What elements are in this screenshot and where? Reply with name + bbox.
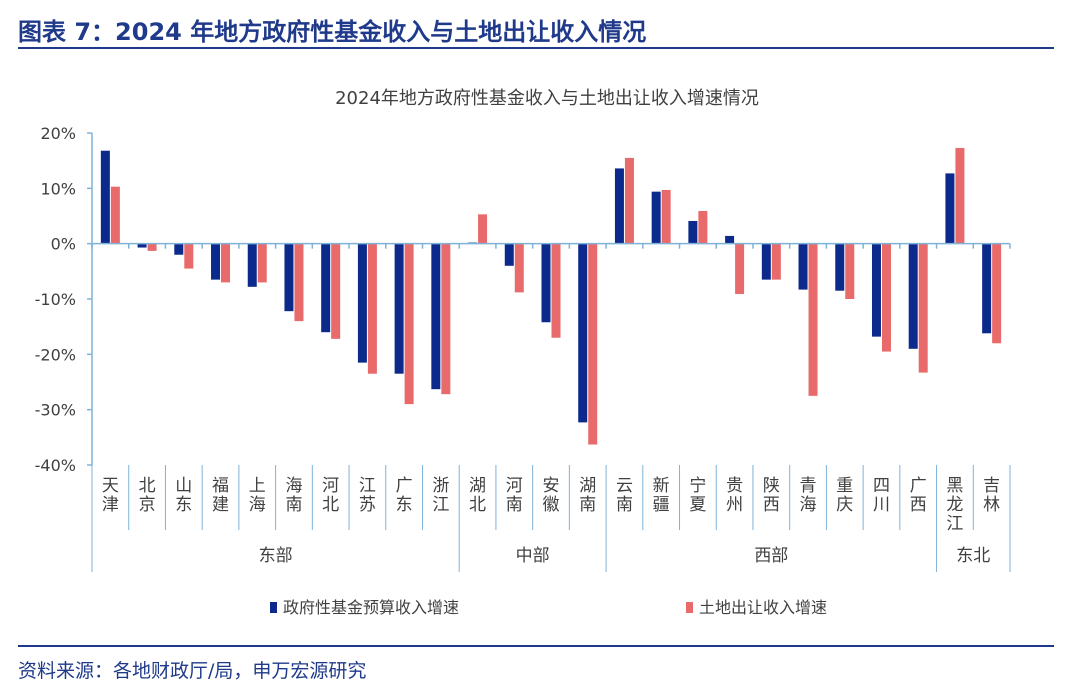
legend: 政府性基金预算收入增速 土地出让收入增速	[270, 598, 827, 617]
bar-government-fund	[394, 243, 404, 374]
bar-land-transfer	[845, 243, 855, 299]
category-label: 上海	[249, 476, 266, 515]
bar-government-fund	[688, 220, 698, 244]
category-label: 浙江	[432, 476, 449, 515]
bar-government-fund	[357, 243, 367, 363]
bar-land-transfer	[808, 243, 818, 396]
bar-government-fund	[982, 243, 992, 334]
bar-government-fund	[945, 173, 955, 244]
category-label: 河南	[506, 476, 523, 515]
bar-land-transfer	[771, 243, 781, 280]
bar-government-fund	[725, 235, 735, 244]
bar-land-transfer	[147, 243, 157, 251]
title-divider	[18, 47, 1054, 49]
bar-land-transfer	[514, 243, 524, 293]
bar-government-fund	[174, 243, 184, 255]
bar-land-transfer	[478, 214, 488, 244]
bar-land-transfer	[184, 243, 194, 269]
legend-swatch-land-transfer	[686, 602, 693, 613]
bar-land-transfer	[294, 243, 304, 322]
bar-government-fund	[504, 243, 514, 266]
category-label: 青海	[800, 476, 817, 515]
bar-land-transfer	[992, 243, 1002, 344]
bar-government-fund	[761, 243, 771, 280]
page-title: 图表 7：2024 年地方政府性基金收入与土地出让收入情况	[18, 18, 647, 46]
footer-divider	[18, 645, 1054, 647]
bar-government-fund	[247, 243, 257, 287]
bar-government-fund	[431, 243, 441, 390]
bar-land-transfer	[110, 186, 120, 244]
y-tick-label: -20%	[35, 345, 76, 364]
bar-land-transfer	[955, 147, 965, 244]
bar-government-fund	[651, 191, 661, 244]
group-label: 中部	[516, 546, 550, 566]
category-label: 新疆	[653, 476, 670, 515]
y-tick-label: 0%	[51, 235, 76, 254]
category-label: 福建	[212, 476, 229, 515]
category-label: 山东	[175, 476, 192, 515]
bar-government-fund	[100, 150, 110, 244]
y-tick-label: 10%	[40, 179, 76, 198]
category-label: 重庆	[836, 476, 853, 515]
bar-government-fund	[835, 243, 845, 291]
bar-land-transfer	[661, 189, 671, 244]
bar-government-fund	[541, 243, 551, 323]
bar-government-fund	[798, 243, 808, 290]
bar-land-transfer	[624, 157, 634, 244]
bar-government-fund	[908, 243, 918, 349]
bar-government-fund	[614, 168, 624, 244]
y-tick-label: -30%	[35, 401, 76, 420]
y-tick-label: -10%	[35, 290, 76, 309]
category-label: 北京	[139, 476, 156, 515]
bar-land-transfer	[257, 243, 267, 283]
bar-land-transfer	[698, 211, 708, 244]
x-axis: 天津北京山东福建上海海南河北江苏广东浙江湖北河南安徽湖南云南新疆宁夏贵州陕西青海…	[91, 242, 1011, 572]
category-label: 湖北	[469, 476, 486, 515]
bar-government-fund	[321, 243, 331, 333]
category-label: 广东	[396, 476, 413, 515]
y-axis: 20% 10% 0% -10% -20% -30% -40%	[35, 124, 93, 475]
bar-land-transfer	[735, 243, 745, 295]
bar-land-transfer	[588, 243, 598, 445]
category-label: 广西	[910, 476, 927, 515]
category-label: 天津	[102, 476, 119, 515]
bar-government-fund	[578, 243, 588, 423]
source-note: 资料来源：各地财政厅/局，申万宏源研究	[18, 660, 367, 682]
y-tick-label: 20%	[40, 124, 76, 143]
bar-government-fund	[284, 243, 294, 312]
category-label: 海南	[285, 476, 302, 515]
bar-land-transfer	[918, 243, 928, 373]
category-label: 江苏	[359, 476, 376, 515]
chart-title: 2024年地方政府性基金收入与土地出让收入增速情况	[335, 88, 759, 109]
bar-land-transfer	[221, 243, 231, 283]
bar-land-transfer	[551, 243, 561, 338]
bar-land-transfer	[881, 243, 891, 352]
legend-label-government-fund: 政府性基金预算收入增速	[283, 598, 459, 617]
category-label: 黑龙江	[946, 476, 963, 534]
group-label: 东北	[956, 546, 990, 566]
category-label: 云南	[616, 476, 633, 515]
category-label: 陕西	[763, 476, 780, 515]
legend-swatch-government-fund	[270, 602, 277, 613]
category-label: 宁夏	[689, 476, 706, 515]
category-label: 安徽	[543, 476, 560, 515]
bar-land-transfer	[331, 243, 341, 339]
bar-government-fund	[871, 243, 881, 337]
category-label: 河北	[322, 476, 339, 515]
legend-label-land-transfer: 土地出让收入增速	[699, 598, 827, 617]
group-label: 西部	[754, 546, 788, 566]
y-tick-label: -40%	[35, 456, 76, 475]
category-label: 贵州	[726, 476, 743, 515]
category-label: 四川	[873, 476, 890, 515]
bar-land-transfer	[367, 243, 377, 374]
bars	[100, 147, 1002, 445]
bar-government-fund	[211, 243, 221, 280]
bar-government-fund	[137, 243, 147, 248]
category-label: 湖南	[579, 476, 596, 515]
bar-land-transfer	[441, 243, 451, 395]
category-label: 吉林	[983, 476, 1000, 515]
group-label: 东部	[259, 546, 293, 566]
bar-land-transfer	[404, 243, 414, 405]
